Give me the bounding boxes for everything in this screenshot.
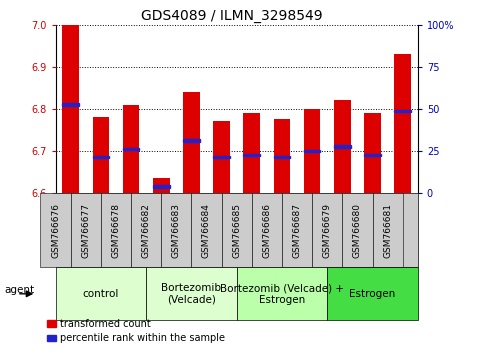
Text: Bortezomib
(Velcade): Bortezomib (Velcade) (161, 283, 221, 305)
Bar (243, 154, 260, 156)
Legend: transformed count, percentile rank within the sample: transformed count, percentile rank withi… (43, 315, 229, 347)
Bar (395, 110, 411, 112)
Bar (62, 103, 79, 106)
Bar (364, 113, 381, 193)
Text: Estrogen: Estrogen (349, 289, 396, 299)
Text: GSM766680: GSM766680 (353, 202, 362, 258)
Text: control: control (83, 289, 119, 299)
Text: agent: agent (5, 285, 35, 295)
Bar (243, 113, 260, 193)
Bar (334, 145, 351, 148)
Text: GSM766683: GSM766683 (172, 202, 181, 258)
Bar (304, 109, 320, 193)
Text: GSM766682: GSM766682 (142, 202, 151, 258)
Bar (304, 150, 320, 152)
Bar (62, 25, 79, 193)
Text: GSM766679: GSM766679 (323, 202, 332, 258)
Bar (334, 101, 351, 193)
Bar (93, 117, 109, 193)
Bar (213, 156, 230, 159)
Text: GSM766685: GSM766685 (232, 202, 241, 258)
Bar (153, 178, 170, 193)
Text: GSM766676: GSM766676 (51, 202, 60, 258)
Bar (183, 139, 199, 142)
Text: Bortezomib (Velcade) +
Estrogen: Bortezomib (Velcade) + Estrogen (220, 283, 344, 305)
Bar (213, 121, 230, 193)
Bar (123, 148, 139, 150)
Bar (274, 156, 290, 159)
Text: GSM766687: GSM766687 (293, 202, 301, 258)
Bar (93, 156, 109, 159)
Text: GSM766677: GSM766677 (81, 202, 90, 258)
Text: GSM766684: GSM766684 (202, 202, 211, 258)
Bar (183, 92, 199, 193)
Text: GSM766678: GSM766678 (112, 202, 120, 258)
Bar (395, 54, 411, 193)
Bar (153, 185, 170, 188)
Text: GDS4089 / ILMN_3298549: GDS4089 / ILMN_3298549 (141, 9, 323, 23)
Bar (274, 119, 290, 193)
Text: GSM766686: GSM766686 (262, 202, 271, 258)
Bar (123, 105, 139, 193)
Bar (364, 154, 381, 156)
Text: GSM766681: GSM766681 (383, 202, 392, 258)
